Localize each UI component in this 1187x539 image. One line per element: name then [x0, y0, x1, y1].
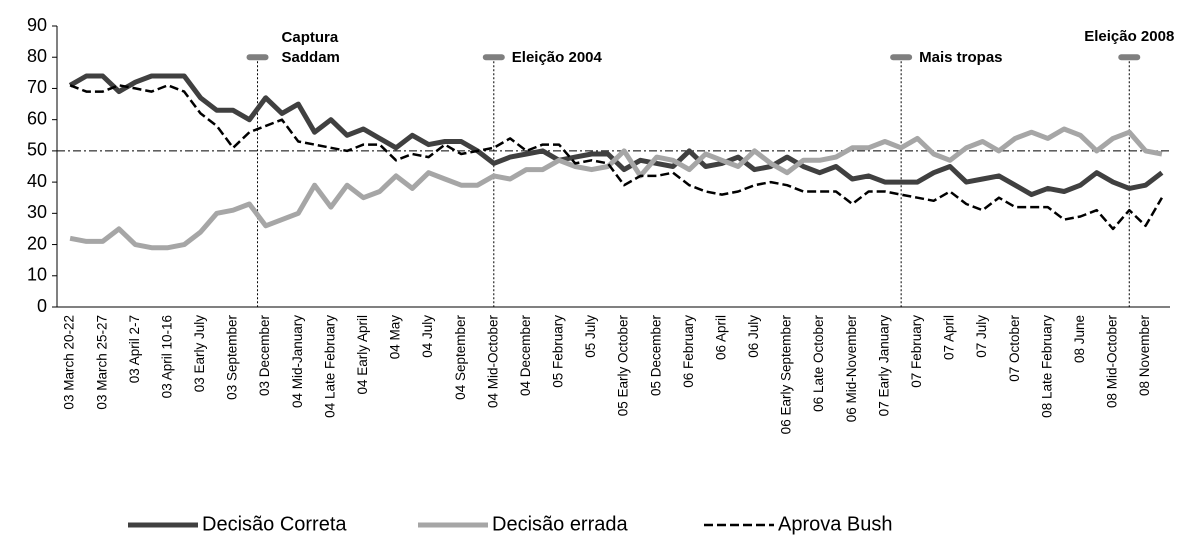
x-tick-label: 03 March 25-27: [94, 315, 109, 410]
x-tick-label: 03 April 10-16: [159, 315, 174, 398]
y-tick-label: 50: [27, 140, 47, 160]
y-tick-label: 80: [27, 46, 47, 66]
x-tick-label: 04 Late February: [322, 315, 337, 418]
y-tick-label: 90: [27, 15, 47, 35]
x-tick-label: 08 November: [1137, 315, 1152, 397]
annotation-label: Eleição 2008: [1084, 28, 1174, 45]
legend-label: Decisão errada: [492, 513, 629, 535]
x-tick-label: 04 Mid-October: [485, 315, 500, 409]
x-tick-label: 06 April: [713, 315, 728, 360]
x-tick-label: 06 February: [681, 315, 696, 388]
y-tick-label: 0: [37, 296, 47, 316]
x-tick-label: 03 April 2-7: [127, 315, 142, 383]
x-tick-label: 04 Early April: [355, 315, 370, 395]
y-tick-label: 10: [27, 265, 47, 285]
x-tick-label: 03 Early July: [192, 315, 207, 393]
x-tick-label: 05 February: [551, 315, 566, 388]
annotation-label: Saddam: [282, 49, 340, 66]
x-tick-label: 06 Mid-November: [844, 315, 859, 423]
x-tick-label: 07 Early January: [876, 315, 891, 417]
x-tick-label: 08 Late February: [1039, 315, 1054, 418]
legend-label: Aprova Bush: [778, 513, 893, 535]
x-tick-label: 07 April: [942, 315, 957, 360]
x-tick-label: 04 December: [518, 315, 533, 397]
x-tick-label: 03 December: [257, 315, 272, 397]
annotation-label: Eleição 2004: [512, 49, 603, 66]
y-tick-label: 20: [27, 233, 47, 253]
x-tick-label: 04 September: [453, 315, 468, 400]
x-tick-label: 06 July: [746, 315, 761, 358]
x-tick-label: 08 Mid-October: [1105, 315, 1120, 409]
series-line: [69, 126, 1163, 251]
x-tick-label: 04 Mid-January: [290, 315, 305, 408]
y-tick-label: 70: [27, 77, 47, 97]
x-tick-label: 08 June: [1072, 315, 1087, 363]
x-tick-label: 05 December: [648, 315, 663, 397]
annotation-label: Mais tropas: [919, 49, 1002, 66]
x-tick-label: 03 September: [225, 315, 240, 400]
y-tick-label: 40: [27, 171, 47, 191]
series-line: [68, 73, 1164, 198]
x-tick-label: 05 Early October: [616, 314, 631, 416]
x-tick-label: 07 July: [974, 315, 989, 358]
y-tick-label: 30: [27, 202, 47, 222]
x-tick-label: 07 February: [909, 315, 924, 388]
annotation-label: Captura: [282, 29, 339, 46]
series-line: [69, 84, 1163, 231]
x-tick-label: 06 Early September: [779, 314, 794, 434]
x-tick-label: 06 Late October: [811, 315, 826, 412]
legend-label: Decisão Correta: [202, 513, 347, 535]
x-tick-label: 04 July: [420, 315, 435, 358]
x-tick-label: 04 May: [388, 315, 403, 360]
x-tick-label: 07 October: [1007, 315, 1022, 382]
x-tick-label: 05 July: [583, 315, 598, 358]
x-tick-label: 03 March 20-22: [62, 315, 77, 410]
y-tick-label: 60: [27, 108, 47, 128]
